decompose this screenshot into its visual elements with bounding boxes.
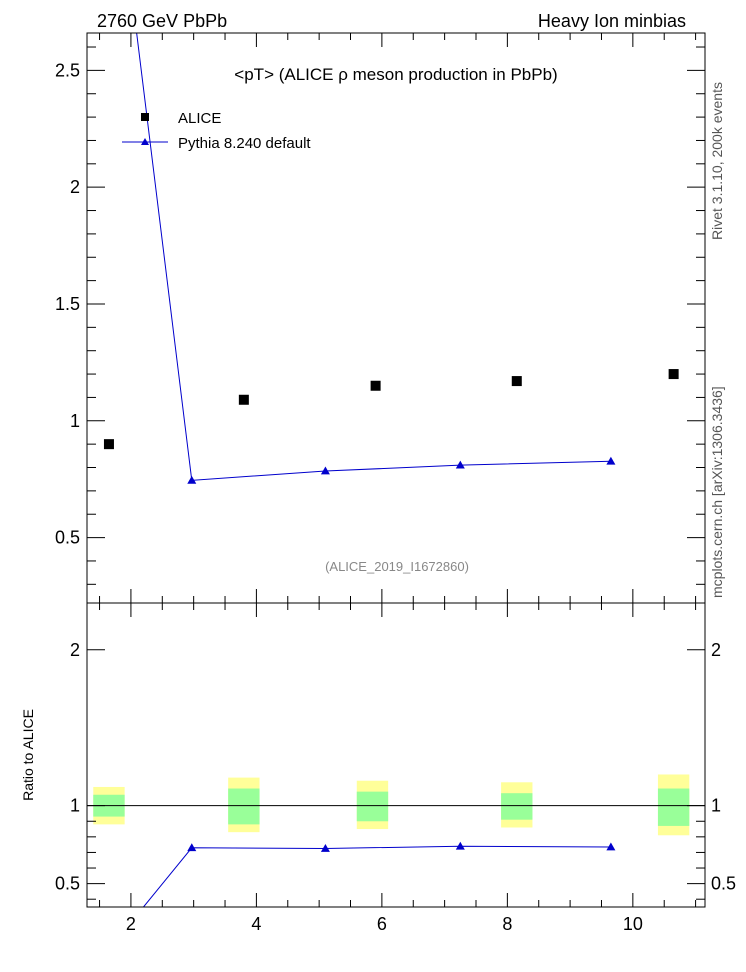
data-point-alice — [370, 380, 381, 391]
ratio-y-tick-label-right: 0.5 — [711, 874, 736, 894]
legend-label-alice: ALICE — [178, 110, 221, 127]
legend: ALICE Pythia 8.240 default — [122, 110, 311, 152]
x-tick-label: 6 — [377, 914, 387, 934]
x-tick-label: 4 — [251, 914, 261, 934]
y-tick-label: 2 — [70, 177, 80, 197]
ratio-point-pythia — [455, 841, 465, 850]
error-band-inner — [501, 793, 533, 820]
data-point-pythia — [455, 460, 465, 469]
data-point-alice — [668, 369, 679, 380]
legend-marker-pythia — [141, 138, 149, 145]
y-tick-label: 1 — [70, 411, 80, 431]
data-point-alice — [103, 439, 114, 450]
data-point-alice — [511, 376, 522, 387]
x-tick-label: 10 — [623, 914, 643, 934]
ratio-ylabel: Ratio to ALICE — [20, 709, 36, 801]
ratio-y-tick-label: 2 — [70, 640, 80, 660]
ratio-point-pythia — [187, 843, 197, 852]
data-point-pythia — [606, 456, 616, 465]
y-tick-label: 2.5 — [55, 60, 80, 80]
ratio-y-tick-label-right: 1 — [711, 796, 721, 816]
legend-marker-alice — [141, 113, 149, 121]
data-point-alice — [238, 394, 249, 405]
chart-title: <pT> (ALICE ρ meson production in PbPb) — [234, 65, 557, 84]
y-tick-label: 1.5 — [55, 294, 80, 314]
ratio-line-pythia — [143, 845, 611, 907]
ratio-plot-frame — [86, 602, 706, 908]
ratio-point-pythia — [320, 844, 330, 852]
data-point-pythia — [187, 475, 197, 484]
error-band-inner — [657, 788, 690, 826]
x-tick-label: 2 — [126, 914, 136, 934]
analysis-id-annotation: (ALICE_2019_I1672860) — [325, 559, 469, 574]
data-point-pythia — [320, 466, 330, 475]
legend-label-pythia: Pythia 8.240 default — [178, 135, 311, 152]
ratio-y-tick-label-right: 2 — [711, 640, 721, 660]
x-tick-label: 8 — [502, 914, 512, 934]
rivet-version-label: Rivet 3.1.10, 200k events — [709, 82, 725, 240]
ratio-y-tick-label: 0.5 — [55, 874, 80, 894]
header-left-label: 2760 GeV PbPb — [97, 11, 227, 31]
error-band-inner — [228, 788, 260, 825]
header-right-label: Heavy Ion minbias — [538, 11, 686, 31]
main-plot-panel: 0.5 1 1.5 2 2.5 ALICE Pythia 8.240 default <… — [55, 32, 706, 604]
y-tick-label: 0.5 — [55, 528, 80, 548]
ratio-plot-panel: 0.5 0.5 1 1 2 2 2 4 6 8 10 Ratio to ALICE — [20, 602, 736, 934]
ratio-point-pythia — [606, 842, 616, 851]
ratio-y-tick-label: 1 — [70, 796, 80, 816]
error-band-inner — [356, 791, 389, 822]
mcplots-label: mcplots.cern.ch [arXiv:1306.3436] — [709, 386, 725, 598]
